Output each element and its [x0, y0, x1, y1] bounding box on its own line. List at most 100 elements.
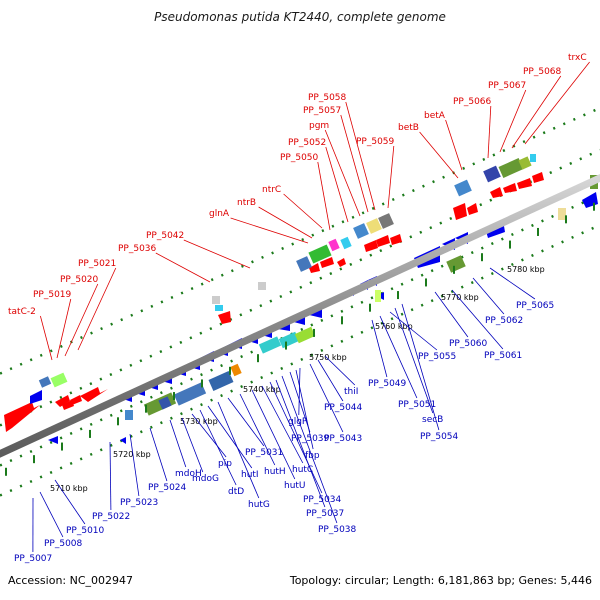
gene-label[interactable]: trxC — [568, 53, 587, 63]
gene-label[interactable]: fbp — [305, 451, 320, 461]
gene-label[interactable]: PP_5037 — [306, 509, 344, 519]
feature-box[interactable] — [278, 331, 300, 349]
feature-box[interactable] — [296, 256, 312, 272]
gene-arrow[interactable] — [4, 402, 40, 432]
gene-label[interactable]: PP_5061 — [484, 351, 522, 361]
feature-box[interactable] — [38, 376, 52, 388]
gene-label[interactable]: PP_5066 — [453, 97, 492, 107]
feature-box[interactable] — [173, 382, 207, 406]
feature-box[interactable] — [340, 236, 352, 250]
gene-label[interactable]: PP_5022 — [92, 512, 130, 522]
feature-box[interactable] — [454, 179, 472, 197]
gene-label[interactable]: betB — [398, 123, 419, 133]
feature-box[interactable] — [50, 372, 68, 388]
gene-arrow[interactable] — [490, 187, 503, 198]
gene-label[interactable]: PP_5038 — [318, 525, 357, 535]
gene-label[interactable]: PP_5051 — [398, 400, 436, 410]
gene-label[interactable]: PP_5049 — [368, 379, 407, 389]
gene-arrow[interactable] — [30, 390, 42, 404]
gene-label[interactable]: PP_5023 — [120, 498, 158, 508]
gene-label[interactable]: PP_5058 — [308, 93, 347, 103]
gene-arrow[interactable] — [55, 395, 70, 407]
gene-label[interactable]: PP_5068 — [523, 67, 562, 77]
gene-arrow[interactable] — [467, 203, 478, 215]
gene-arrow[interactable] — [48, 436, 58, 444]
gene-label[interactable]: PP_5034 — [303, 495, 342, 505]
feature-box[interactable] — [230, 363, 242, 377]
gene-arrow[interactable] — [120, 437, 126, 444]
gene-arrow[interactable] — [364, 240, 378, 252]
gene-label[interactable]: PP_5062 — [485, 316, 523, 326]
feature-box[interactable] — [294, 326, 316, 344]
gene-arrow[interactable] — [517, 178, 532, 189]
feature-box[interactable] — [328, 238, 340, 252]
feature-box[interactable] — [125, 410, 133, 420]
feature-box[interactable] — [366, 218, 382, 234]
gene-label[interactable]: hutI — [241, 470, 259, 480]
gene-label[interactable]: pgm — [309, 121, 329, 131]
gene-label[interactable]: PP_5050 — [280, 153, 319, 163]
gene-label[interactable]: PP_5044 — [324, 403, 363, 413]
gene-label[interactable]: ntrC — [262, 185, 281, 195]
gene-label[interactable]: PP_5042 — [146, 231, 184, 241]
feature-box[interactable] — [558, 208, 566, 220]
gene-label[interactable]: glgP — [288, 417, 308, 427]
gene-label[interactable]: dtD — [228, 487, 244, 497]
gene-arrow[interactable] — [376, 235, 390, 247]
feature-box[interactable] — [518, 156, 532, 170]
feature-box[interactable] — [212, 296, 220, 304]
gene-label[interactable]: PP_5020 — [60, 275, 99, 285]
gene-arrow[interactable] — [453, 203, 467, 220]
gene-label[interactable]: PP_5052 — [288, 138, 326, 148]
gene-label[interactable]: PP_5043 — [324, 434, 362, 444]
feature-box[interactable] — [215, 305, 223, 311]
gene-label[interactable]: PP_5059 — [356, 137, 395, 147]
gene-label[interactable]: mdoH — [175, 469, 202, 479]
feature-box[interactable] — [446, 255, 466, 273]
gene-label[interactable]: PP_5008 — [44, 539, 83, 549]
feature-box[interactable] — [208, 371, 234, 391]
gene-arrow[interactable] — [320, 257, 334, 268]
feature-box[interactable] — [258, 282, 266, 290]
gene-label[interactable]: ntrB — [237, 198, 256, 208]
feature-box[interactable] — [530, 154, 536, 162]
gene-arrow[interactable] — [70, 395, 82, 405]
gene-label[interactable]: hutU — [284, 481, 306, 491]
gene-label[interactable]: secB — [422, 415, 443, 425]
gene-label[interactable]: PP_5039 — [291, 434, 330, 444]
gene-arrow[interactable] — [337, 258, 346, 267]
feature-box[interactable] — [258, 336, 282, 354]
gene-label[interactable]: PP_5019 — [33, 290, 72, 300]
feature-box[interactable] — [483, 165, 501, 183]
feature-box[interactable] — [308, 244, 332, 264]
gene-label[interactable]: PP_5021 — [78, 259, 116, 269]
gene-label[interactable]: PP_5060 — [449, 339, 488, 349]
gene-label[interactable]: PP_5067 — [488, 81, 526, 91]
feature-box[interactable] — [353, 223, 369, 239]
gene-label[interactable]: betA — [424, 111, 446, 121]
gene-arrow[interactable] — [390, 234, 402, 245]
gene-arrow[interactable] — [80, 387, 108, 402]
gene-arrow[interactable] — [218, 311, 231, 324]
feature-box[interactable] — [498, 158, 524, 178]
gene-arrow[interactable] — [309, 263, 320, 273]
gene-arrow[interactable] — [503, 183, 517, 193]
gene-label[interactable]: hutC — [292, 465, 313, 475]
gene-label[interactable]: PP_5031 — [245, 448, 283, 458]
gene-label[interactable]: PP_5036 — [118, 244, 157, 254]
gene-label[interactable]: thiI — [344, 387, 358, 397]
gene-arrow[interactable] — [532, 172, 544, 183]
feature-box[interactable] — [378, 213, 394, 229]
gene-label[interactable]: PP_5010 — [66, 526, 105, 536]
gene-label[interactable]: PP_5055 — [418, 352, 456, 362]
gene-label[interactable]: PP_5024 — [148, 483, 187, 493]
feature-box[interactable] — [375, 290, 381, 302]
gene-label[interactable]: mdoG — [192, 474, 219, 484]
gene-label[interactable]: PP_5065 — [516, 301, 554, 311]
feature-box[interactable] — [158, 396, 172, 410]
gene-label[interactable]: hutG — [248, 500, 270, 510]
gene-label[interactable]: PP_5007 — [14, 554, 52, 564]
gene-arrow[interactable] — [582, 192, 598, 208]
gene-label[interactable]: pip — [218, 459, 232, 469]
gene-label[interactable]: PP_5057 — [303, 106, 341, 116]
